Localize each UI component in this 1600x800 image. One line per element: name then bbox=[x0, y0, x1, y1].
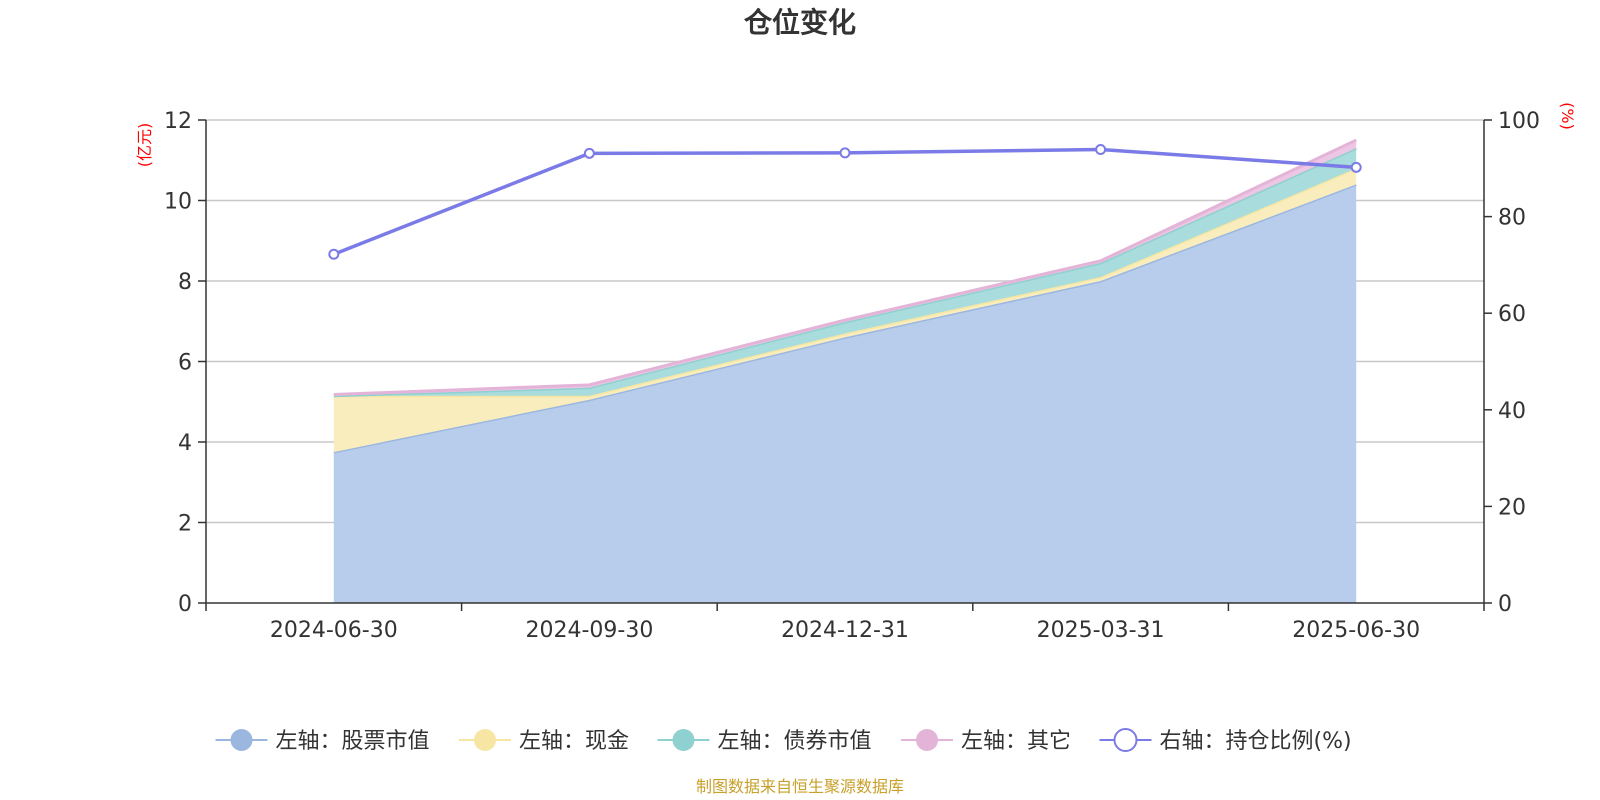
data-source: 制图数据来自恒生聚源数据库 bbox=[696, 777, 904, 796]
line-layer bbox=[328, 143, 1362, 260]
left-tick-label: 8 bbox=[178, 270, 192, 295]
legend-marker bbox=[916, 729, 938, 751]
left-tick-label: 12 bbox=[164, 109, 192, 134]
legend-item[interactable]: 左轴：股票市值 bbox=[215, 729, 430, 754]
x-tick-label: 2025-06-30 bbox=[1292, 618, 1420, 643]
legend-label: 左轴：其它 bbox=[961, 729, 1071, 754]
area-layer bbox=[333, 138, 1357, 603]
legend-label: 左轴：债券市值 bbox=[718, 729, 872, 754]
axis-layer: 0 2 4 6 8 10 12 0 20 40 60 80 100 2024-06-30 2024-09-3… bbox=[164, 109, 1540, 643]
left-tick-label: 4 bbox=[178, 431, 192, 456]
ratio-point bbox=[583, 147, 595, 159]
right-axis-unit: (%) bbox=[1558, 102, 1577, 130]
x-tick-label: 2024-09-30 bbox=[525, 618, 653, 643]
area-edge-4 bbox=[333, 138, 1357, 397]
legend-label: 左轴：现金 bbox=[519, 729, 629, 754]
ratio-point bbox=[1095, 143, 1107, 155]
x-tick-label: 2024-06-30 bbox=[270, 618, 398, 643]
ratio-point bbox=[328, 248, 340, 260]
right-tick-label: 40 bbox=[1498, 399, 1526, 424]
x-tick-label: 2024-12-31 bbox=[781, 618, 909, 643]
ratio-point bbox=[839, 147, 851, 159]
right-tick-label: 0 bbox=[1498, 592, 1512, 617]
legend-marker bbox=[230, 729, 253, 751]
legend-item[interactable]: 左轴：现金 bbox=[459, 729, 629, 754]
right-tick-label: 80 bbox=[1498, 206, 1526, 231]
right-tick-label: 60 bbox=[1498, 302, 1526, 327]
left-axis-unit: (亿元) bbox=[135, 123, 154, 168]
legend-marker bbox=[1113, 728, 1138, 752]
legend-marker bbox=[474, 729, 496, 751]
chart-title: 仓位变化 bbox=[744, 6, 856, 39]
legend-label: 右轴：持仓比例(%) bbox=[1160, 729, 1352, 754]
legend-label: 左轴：股票市值 bbox=[276, 729, 430, 754]
ratio-point bbox=[1350, 161, 1362, 173]
legend-item[interactable]: 左轴：其它 bbox=[901, 729, 1071, 754]
legend-item[interactable]: 右轴：持仓比例(%) bbox=[1099, 728, 1352, 754]
right-tick-label: 20 bbox=[1498, 495, 1526, 520]
left-tick-label: 0 bbox=[178, 592, 192, 617]
left-tick-label: 6 bbox=[178, 351, 192, 376]
legend-item[interactable]: 左轴：债券市值 bbox=[657, 729, 872, 754]
legend: 左轴：股票市值 左轴：现金 左轴：债券市值 左轴：其它 右轴：持仓比例(%) bbox=[215, 728, 1352, 754]
right-tick-label: 100 bbox=[1498, 109, 1540, 134]
area-1 bbox=[333, 184, 1357, 603]
area-2 bbox=[333, 168, 1357, 453]
left-tick-label: 2 bbox=[178, 512, 192, 537]
legend-marker bbox=[672, 729, 695, 751]
left-tick-label: 10 bbox=[164, 190, 192, 215]
x-tick-label: 2025-03-31 bbox=[1037, 618, 1165, 643]
